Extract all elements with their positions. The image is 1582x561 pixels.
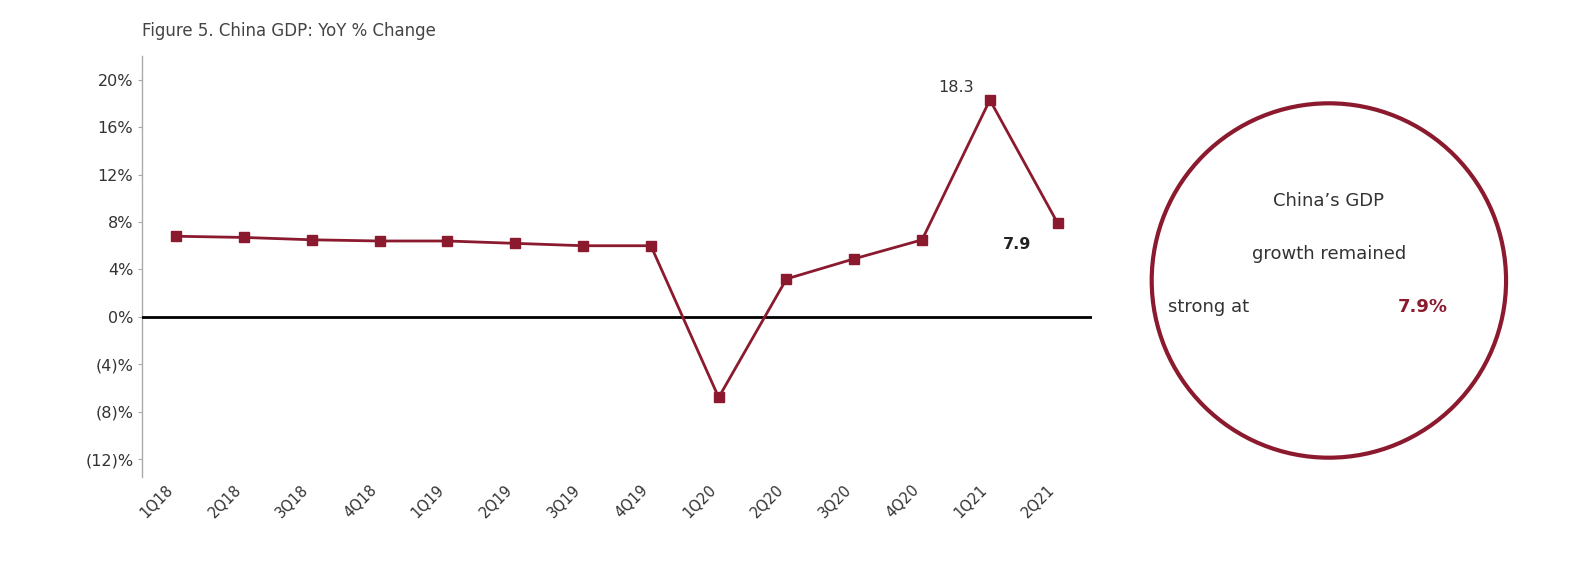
Text: 18.3: 18.3	[938, 80, 975, 95]
Text: 7.9%: 7.9%	[1398, 298, 1448, 316]
Text: 7.9: 7.9	[1003, 237, 1031, 252]
Text: Figure 5. China GDP: YoY % Change: Figure 5. China GDP: YoY % Change	[142, 22, 437, 40]
Text: China’s GDP: China’s GDP	[1274, 192, 1384, 210]
Text: strong at: strong at	[1168, 298, 1255, 316]
Text: growth remained: growth remained	[1251, 245, 1406, 263]
